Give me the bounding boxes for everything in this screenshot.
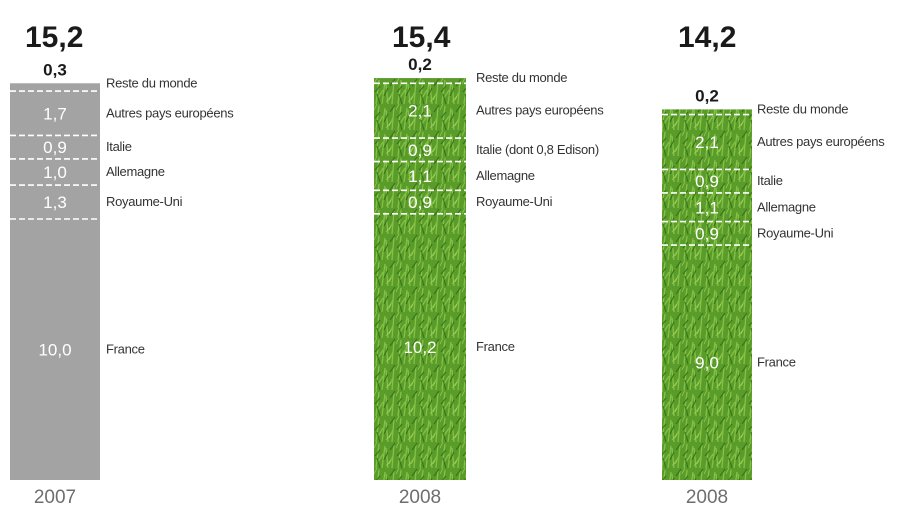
- segment-value-label: 0,9: [408, 193, 432, 212]
- segment-category-label: Reste du monde: [476, 70, 567, 85]
- bar-segment: [662, 109, 752, 114]
- bar-year-label: 2008: [686, 487, 728, 508]
- segment-value-label: 10,2: [403, 338, 436, 357]
- segment-value-label: 2,1: [408, 102, 432, 121]
- segment-category-label: France: [476, 339, 515, 354]
- bar-year-label: 2007: [34, 487, 76, 508]
- segment-category-label: Reste du monde: [106, 75, 197, 90]
- segment-category-label: Royaume-Uni: [476, 194, 553, 209]
- segment-category-label: Royaume-Uni: [106, 194, 183, 209]
- segment-value-label: 0,2: [408, 55, 432, 74]
- bar-total-label: 14,2: [678, 21, 736, 54]
- bar-group-1: 15,2 10,0 France 1,3 Royaume-Uni 1,0 Allemagne…: [10, 21, 234, 508]
- segment-category-label: Italie: [106, 139, 132, 154]
- bar-stack: [10, 83, 100, 480]
- bar-segment: [10, 83, 100, 91]
- segment-category-label: Allemagne: [476, 168, 535, 183]
- bar-group-3: 14,2 9,0 France 0,9 Royaume-Uni 1,1 Allemagne 0…: [662, 21, 885, 508]
- segment-value-label: 1,1: [408, 167, 432, 186]
- segment-value-label: 1,1: [695, 198, 719, 217]
- segment-value-label: 0,9: [695, 172, 719, 191]
- segment-value-label: 2,1: [695, 133, 719, 152]
- segment-category-label: Italie (dont 0,8 Edison): [476, 142, 599, 157]
- segment-category-label: Reste du monde: [757, 101, 848, 116]
- segment-category-label: Allemagne: [757, 199, 816, 214]
- segment-value-label: 0,2: [695, 86, 719, 105]
- bar-total-label: 15,2: [25, 21, 83, 54]
- segment-value-label: 0,9: [695, 224, 719, 243]
- segment-value-label: 0,3: [43, 60, 67, 79]
- segment-category-label: France: [757, 355, 796, 370]
- segment-value-label: 0,9: [408, 141, 432, 160]
- segment-category-label: Autres pays européens: [106, 105, 234, 120]
- segment-category-label: Royaume-Uni: [757, 225, 834, 240]
- bar-stack: [374, 78, 466, 480]
- bar-group-2: 15,4 10,2 France 0,9 Royaume-Uni 1,1 Allemagne…: [374, 21, 604, 508]
- segment-value-label: 1,7: [43, 104, 67, 123]
- bar-segment: [374, 78, 466, 83]
- bar-year-label: 2008: [399, 487, 441, 508]
- bar-total-label: 15,4: [392, 21, 451, 54]
- segment-value-label: 1,0: [43, 163, 67, 182]
- segment-category-label: Autres pays européens: [476, 103, 604, 118]
- segment-value-label: 10,0: [38, 341, 71, 360]
- segment-value-label: 9,0: [695, 354, 719, 373]
- bar-stack: [662, 109, 752, 480]
- segment-value-label: 0,9: [43, 138, 67, 157]
- segment-category-label: France: [106, 342, 145, 357]
- segment-category-label: Autres pays européens: [757, 134, 885, 149]
- segment-category-label: Italie: [757, 173, 783, 188]
- segment-value-label: 1,3: [43, 193, 67, 212]
- segment-category-label: Allemagne: [106, 164, 165, 179]
